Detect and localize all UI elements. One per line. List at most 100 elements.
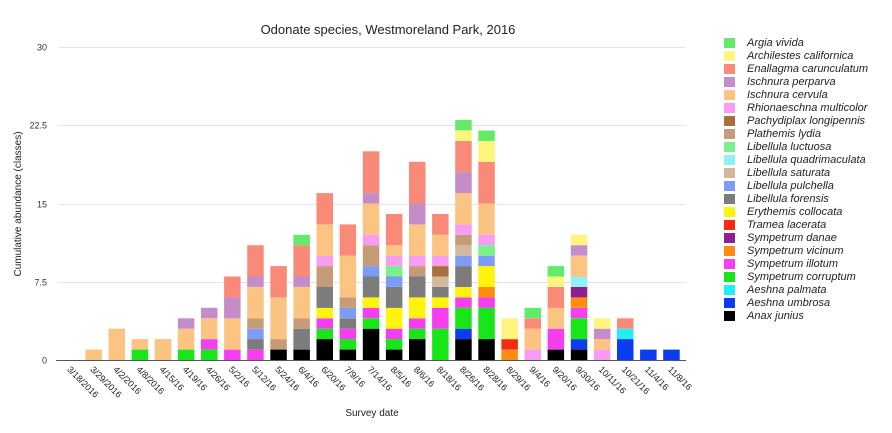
bar-segment [247, 287, 264, 319]
bar-segment [362, 151, 380, 193]
bar-segment [501, 339, 518, 350]
legend-item: Plathemis lydia [724, 127, 892, 140]
legend-label: Libellula luctuosa [747, 140, 832, 153]
bar-stack [270, 266, 287, 360]
legend-item: Tramea lacerata [724, 218, 892, 231]
bar-segment [547, 276, 565, 287]
bar-segment [270, 297, 287, 340]
x-tick-label: 9/20/16 [550, 364, 578, 392]
bar-segment [247, 349, 264, 360]
legend-label: Ischnura cervula [747, 88, 828, 101]
bar-segment [362, 245, 380, 267]
bar-segment [316, 287, 333, 308]
bar-segment [432, 328, 449, 360]
bar-stack [455, 120, 472, 360]
bar-segment [570, 297, 588, 308]
legend-label: Sympetrum vicinum [747, 244, 844, 257]
bar-segment [177, 349, 195, 360]
bar-segment [478, 307, 495, 340]
bar-segment [547, 287, 565, 308]
legend-swatch [724, 193, 735, 204]
legend-swatch [724, 63, 735, 74]
bar-segment [270, 266, 287, 298]
bar-segment [339, 297, 357, 308]
bar-segment [409, 328, 426, 340]
bar-segment [316, 266, 333, 287]
legend-label: Aeshna palmata [747, 283, 827, 296]
y-tick-label: 15 [37, 200, 47, 210]
bar-segment [85, 349, 102, 360]
bar-stack [432, 213, 449, 360]
bar-segment [247, 245, 264, 277]
legend-swatch [724, 206, 735, 217]
bar-segment [617, 328, 634, 340]
legend-item: Aeshna umbrosa [724, 296, 892, 309]
bar-segment [293, 349, 310, 360]
bar-segment [524, 349, 541, 360]
bar-segment [524, 328, 541, 350]
bar-segment [455, 172, 472, 194]
bar-segment [455, 224, 472, 235]
bar-segment [293, 234, 310, 246]
bar-segment [570, 339, 588, 350]
bar-segment [339, 328, 357, 340]
bar-segment [409, 318, 426, 329]
legend-label: Archilestes californica [747, 49, 854, 62]
bar-segment [570, 307, 588, 319]
x-tick-label: 4/19/16 [181, 364, 209, 392]
bar-segment [663, 349, 680, 360]
bar-segment [270, 339, 287, 350]
bar-stack [478, 130, 495, 360]
bar-segment [409, 255, 426, 267]
bar-segment [247, 318, 264, 329]
legend-swatch [724, 115, 735, 126]
x-axis-label: Survey date [345, 408, 399, 419]
bar-segment [293, 287, 310, 319]
legend-label: Ischnura perparva [747, 75, 836, 88]
legend-item: Aeshna palmata [724, 283, 892, 296]
bar-segment [224, 297, 241, 319]
bar-segment [478, 203, 495, 235]
bar-segment [617, 339, 634, 360]
bar-segment [385, 349, 403, 360]
bar-segment [593, 339, 611, 350]
legend-swatch [724, 76, 735, 87]
bar-stack [617, 318, 634, 360]
bar-segment [362, 328, 380, 360]
bar-segment [362, 307, 380, 319]
bar-stack [108, 328, 125, 360]
legend-swatch [724, 102, 735, 113]
legend-item: Libellula pulchella [724, 179, 892, 192]
bar-segment [201, 307, 218, 319]
bar-stack [501, 318, 518, 360]
legend-item: Enallagma carunculatum [724, 62, 892, 75]
bar-segment [593, 318, 611, 329]
bar-segment [201, 339, 218, 350]
legend-swatch [724, 50, 735, 61]
bar-stack [663, 349, 680, 360]
bar-segment [177, 318, 195, 329]
bar-segment [385, 287, 403, 308]
bar-segment [177, 328, 195, 350]
legend-item: Rhionaeschna multicolor [724, 101, 892, 114]
bar-segment [385, 213, 403, 246]
y-axis-ticks: 0 7.5 15 22.5 30 [29, 43, 47, 366]
bar-segment [362, 203, 380, 235]
x-tick-label: 4/26/16 [204, 364, 232, 392]
legend-swatch [724, 89, 735, 100]
bar-segment [547, 328, 565, 350]
legend-item: Sympetrum vicinum [724, 244, 892, 257]
bar-segment [455, 130, 472, 141]
bar-segment [455, 234, 472, 246]
bar-segment [455, 140, 472, 173]
bar-segment [547, 307, 565, 329]
bar-stack [362, 151, 380, 360]
bar-segment [478, 161, 495, 204]
bar-segment [362, 276, 380, 298]
legend-swatch [724, 141, 735, 152]
legend-label: Enallagma carunculatum [747, 62, 869, 75]
bar-segment [432, 307, 449, 329]
legend-label: Libellula forensis [747, 192, 829, 205]
bar-segment [385, 307, 403, 329]
legend: Argia vivida Archilestes californica Enall… [724, 36, 892, 322]
